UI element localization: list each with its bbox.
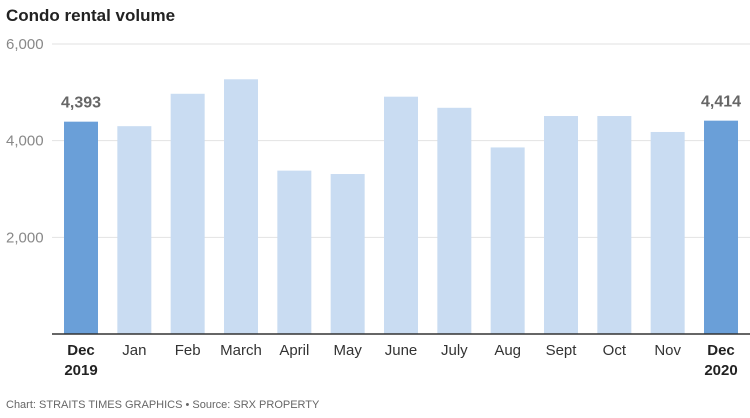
data-label: 4,393	[61, 95, 101, 112]
bar	[490, 147, 525, 334]
bar	[224, 79, 258, 335]
bar	[650, 131, 685, 334]
y-tick-label: 4,000	[6, 133, 44, 150]
x-tick-label: Nov	[654, 342, 681, 359]
bar	[117, 126, 152, 335]
y-tick-label: 6,000	[6, 36, 44, 53]
x-tick-label: May	[333, 342, 362, 359]
chart-title: Condo rental volume	[6, 6, 176, 25]
x-tick-label: June	[385, 342, 418, 359]
y-tick-label: 2,000	[6, 229, 44, 246]
bar	[704, 120, 738, 334]
x-tick-label: Dec	[67, 342, 95, 359]
x-tick-label: 2020	[704, 362, 737, 379]
source-note: Chart: STRAITS TIMES GRAPHICS • Source: …	[6, 399, 320, 411]
labels: 2,000 4,000 6,000 4,393 Dec 2019 Jan Feb March Ap…	[6, 36, 741, 379]
x-tick-label: July	[441, 342, 468, 359]
x-tick-label: March	[220, 342, 262, 359]
data-label: 4,414	[701, 94, 741, 111]
x-tick-label: April	[279, 342, 309, 359]
x-tick-label: Aug	[494, 342, 521, 359]
bar	[330, 174, 365, 334]
bar	[544, 116, 578, 335]
x-tick-label: Feb	[175, 342, 201, 359]
x-tick-label: Sept	[546, 342, 578, 359]
x-tick-label: 2019	[64, 362, 97, 379]
x-tick-label: Dec	[707, 342, 735, 359]
bar	[170, 93, 205, 335]
bar	[64, 121, 98, 335]
x-tick-label: Jan	[122, 342, 146, 359]
bar	[437, 107, 472, 334]
x-tick-label: Oct	[603, 342, 627, 359]
bar	[384, 96, 418, 334]
bars	[64, 79, 738, 335]
bar	[277, 170, 312, 334]
bar	[597, 116, 632, 335]
